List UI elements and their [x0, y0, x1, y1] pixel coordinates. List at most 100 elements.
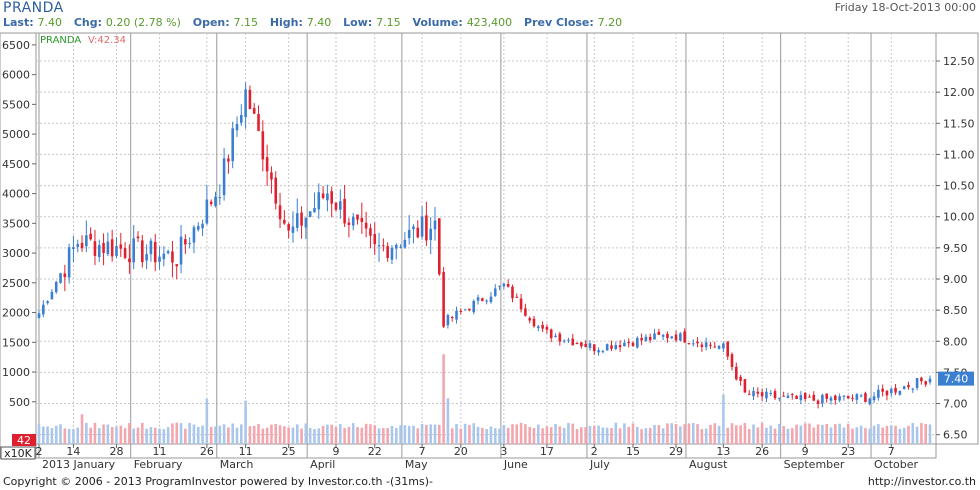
volume-bar	[291, 427, 295, 444]
open-value: 7.15	[233, 16, 258, 29]
volume-bar	[605, 427, 609, 444]
volume-bar	[115, 426, 118, 444]
candle-body	[85, 235, 88, 247]
candle-body	[722, 343, 725, 349]
volume-bar	[214, 426, 217, 444]
candle-body	[881, 388, 884, 392]
candle-body	[110, 239, 114, 257]
volume-bar	[670, 423, 674, 444]
candle-body	[726, 341, 729, 357]
candle-body	[911, 388, 915, 390]
candle-body	[463, 309, 467, 311]
volume-bar	[623, 423, 626, 444]
candle-body	[747, 393, 751, 395]
candle-body	[481, 298, 484, 301]
volume-bar	[248, 426, 252, 444]
candle-body	[407, 229, 411, 239]
candle-body	[364, 222, 368, 229]
candle-body	[265, 157, 269, 172]
volume-bar	[911, 423, 915, 444]
date-tick-label: 2	[591, 445, 598, 458]
candle-body	[545, 326, 549, 330]
volume-bar	[859, 425, 863, 444]
volume-bar	[786, 428, 790, 444]
volume-bar	[463, 423, 467, 444]
price-tick-label: 8.50	[943, 304, 968, 317]
candle-body	[743, 379, 747, 393]
volume-bar	[171, 423, 174, 444]
candle-body	[425, 215, 428, 241]
candle-body	[868, 398, 872, 404]
volume-bar	[347, 426, 351, 444]
volume-bar	[537, 424, 540, 444]
volume-bar	[179, 423, 183, 444]
volume-bar	[506, 427, 510, 444]
candle-body	[636, 338, 639, 348]
volume-bar	[317, 428, 321, 444]
candle-body	[416, 227, 420, 238]
candle-body	[872, 396, 876, 401]
open-label: Open:	[192, 16, 230, 29]
candle-body	[855, 394, 859, 400]
volume-bar	[235, 427, 239, 444]
candle-body	[631, 342, 635, 347]
high-value: 7.40	[306, 16, 332, 29]
candle-body	[386, 246, 389, 258]
volume-bar	[915, 426, 919, 444]
candle-body	[59, 273, 62, 283]
chg-value: 0.20 (2.78 %)	[105, 16, 181, 29]
low-value: 7.15	[376, 16, 401, 29]
volume-tick-label: 4000	[2, 188, 30, 201]
candle-body	[50, 291, 54, 300]
volume-tick-label: 1000	[2, 366, 30, 379]
volume-bar	[790, 428, 794, 444]
volume-bar	[369, 424, 372, 444]
volume-bar	[360, 427, 364, 444]
volume-bar	[554, 424, 557, 444]
volume-bar	[808, 423, 811, 444]
volume-bar	[627, 426, 630, 444]
candle-body	[704, 342, 708, 348]
volume-bar	[778, 423, 781, 444]
volume-bar	[166, 427, 170, 444]
candle-body	[735, 366, 738, 380]
volume-bar	[407, 425, 411, 444]
volume-bar	[489, 426, 493, 444]
volume-tick-label: 6000	[2, 69, 30, 82]
volume-bar	[691, 423, 695, 444]
candle-body	[132, 238, 135, 263]
candle-body	[597, 350, 600, 353]
candle-body	[653, 333, 656, 340]
volume-bar	[476, 426, 480, 444]
volume-bar	[46, 426, 49, 444]
volume-bar	[222, 424, 226, 444]
candle-body	[614, 344, 618, 349]
volume-bar	[722, 394, 725, 444]
candle-body	[42, 304, 45, 315]
candle-body	[842, 395, 846, 397]
candle-body	[894, 387, 897, 393]
date-tick-label: 20	[454, 445, 468, 458]
candle-body	[696, 341, 699, 344]
candle-body	[420, 216, 424, 237]
candle-body	[373, 234, 377, 245]
volume-bar	[416, 428, 420, 444]
price-tick-label: 8.00	[943, 335, 968, 348]
candle-body	[485, 300, 488, 302]
volume-bar	[821, 424, 824, 444]
candle-body	[455, 310, 458, 320]
volume-bar	[541, 428, 544, 444]
site-link[interactable]: http://investor.co.th	[867, 475, 976, 488]
month-label: July	[589, 458, 610, 471]
candle-body	[240, 114, 243, 123]
candle-body	[623, 342, 626, 347]
date-tick-label: 3	[500, 445, 507, 458]
candle-body	[493, 288, 497, 296]
month-label: June	[503, 458, 528, 471]
candle-body	[287, 224, 290, 231]
candle-body	[399, 246, 402, 248]
volume-bar	[364, 423, 368, 444]
date-tick-label: 11	[239, 445, 253, 458]
legend-symbol: PRANDA	[40, 35, 81, 46]
volume-bar	[300, 428, 303, 444]
